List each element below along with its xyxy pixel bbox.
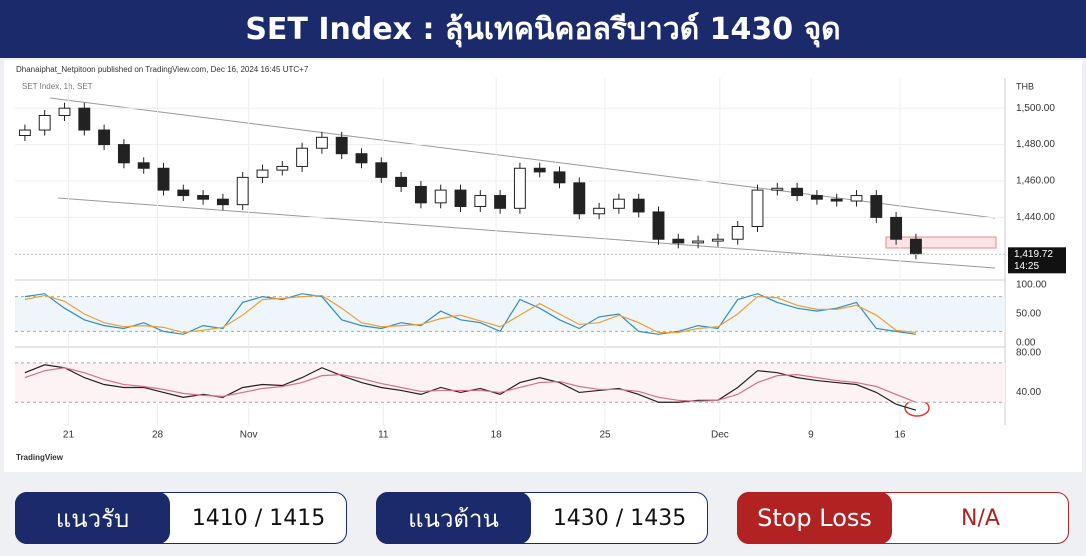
x-tick-label: Nov — [240, 430, 258, 441]
candle-body — [335, 136, 348, 155]
candle-body — [494, 195, 507, 209]
candle-body — [870, 195, 883, 218]
resistance-box: แนวต้าน 1430 / 1435 — [376, 492, 708, 544]
candle-body — [612, 198, 625, 209]
x-tick-label: Dec — [711, 430, 729, 441]
candle-body — [791, 187, 804, 197]
candle-body — [890, 216, 903, 240]
candle-body — [117, 144, 130, 164]
candle-body — [315, 136, 328, 149]
candle-body — [78, 107, 91, 131]
candle-body — [137, 162, 150, 169]
last-price-box — [1008, 247, 1066, 274]
series-line — [24, 294, 916, 334]
candle-body — [731, 226, 744, 240]
candle-body — [18, 129, 31, 136]
candle-body — [573, 182, 586, 215]
y-tick-label: 1,480.00 — [1016, 139, 1055, 150]
candle-body — [850, 195, 863, 202]
label: แนวต้าน — [376, 492, 531, 544]
candle-body — [157, 167, 170, 191]
title-banner: SET Index : ลุ้นเทคนิคอลรีบาวด์ 1430 จุด — [0, 0, 1086, 58]
chart: Dhanaiphat_Netpitoon published on Tradin… — [15, 65, 1066, 462]
y-tick-label: 1,460.00 — [1016, 176, 1055, 187]
candle-body — [771, 187, 784, 191]
last-price: 1,419.72 — [1014, 249, 1053, 260]
trend-line — [49, 97, 996, 219]
chart-panel — [4, 60, 1082, 472]
candle-body — [197, 195, 210, 200]
y-tick-label: 100.00 — [1016, 280, 1047, 291]
x-tick-label: 21 — [63, 430, 75, 441]
candle-body — [533, 167, 546, 173]
resistance-zone — [885, 236, 997, 249]
candle-body — [395, 176, 408, 187]
x-tick-label: 18 — [491, 430, 503, 441]
candle-body — [98, 129, 111, 146]
candle-body — [474, 195, 487, 207]
candle-body — [632, 198, 645, 213]
candle-body — [296, 147, 309, 167]
candle-body — [672, 238, 685, 244]
value: 1410 / 1415 — [191, 505, 326, 531]
currency: THB — [1016, 81, 1034, 91]
y-tick-label: 1,500.00 — [1016, 103, 1055, 114]
value: 1430 / 1435 — [552, 505, 687, 531]
label: Stop Loss — [737, 492, 892, 544]
x-tick-label: 16 — [894, 430, 906, 441]
candle-body — [751, 189, 764, 228]
candle-body — [414, 185, 427, 204]
candle-body — [256, 169, 269, 178]
candle-body — [711, 238, 724, 242]
y-tick-label: 0.00 — [1016, 338, 1036, 349]
candle-body — [692, 240, 705, 244]
attribution: Dhanaiphat_Netpitoon published on Tradin… — [16, 65, 309, 74]
candle-body — [236, 176, 249, 206]
series-line — [24, 293, 916, 335]
candle-body — [38, 114, 51, 131]
x-tick-label: 28 — [152, 430, 164, 441]
candle-body — [58, 107, 71, 116]
candle-body — [652, 211, 665, 240]
support-box: แนวรับ 1410 / 1415 — [15, 492, 347, 544]
candle-body — [276, 165, 289, 171]
candle-body — [216, 198, 229, 206]
candle-body — [375, 162, 388, 178]
trend-line — [57, 197, 996, 269]
y-tick-label: 40.00 — [1016, 387, 1041, 398]
candle-body — [810, 195, 823, 200]
series-line — [24, 367, 917, 403]
candle-body — [434, 189, 447, 204]
title: SET Index : ลุ้นเทคนิคอลรีบาวด์ 1430 จุด — [245, 11, 841, 47]
x-tick-label: 11 — [378, 430, 389, 441]
stop-loss-box: Stop Loss N/A — [737, 492, 1069, 544]
candle-body — [553, 171, 566, 184]
candle-body — [177, 189, 190, 197]
level-band — [15, 296, 1005, 332]
candle-body — [593, 207, 606, 215]
label: แนวรับ — [15, 492, 170, 544]
candle-body — [830, 198, 843, 202]
symbol: SET Index, 1h, SET — [22, 82, 93, 91]
candle-body — [454, 189, 467, 207]
x-tick-label: 25 — [599, 430, 611, 441]
candle-body — [355, 153, 368, 164]
x-tick-label: 9 — [808, 430, 814, 441]
last-time: 14:25 — [1014, 261, 1039, 272]
brand: TradingView — [16, 453, 64, 462]
y-tick-label: 50.00 — [1016, 309, 1041, 320]
y-tick-label: 80.00 — [1016, 348, 1041, 359]
y-tick-label: 1,440.00 — [1016, 212, 1055, 223]
candle-body — [909, 238, 922, 255]
value: N/A — [961, 505, 1000, 531]
candle-body — [513, 167, 526, 209]
